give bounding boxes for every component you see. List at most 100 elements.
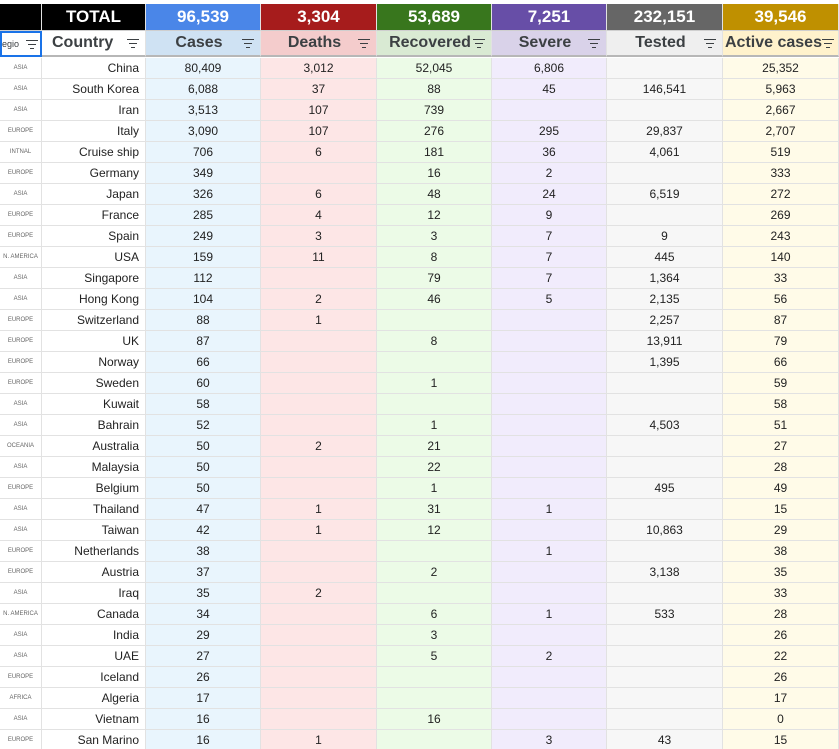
recovered-cell[interactable]: 276 <box>377 121 492 142</box>
region-cell[interactable]: ASIA <box>0 520 42 541</box>
cases-cell[interactable]: 37 <box>146 562 261 583</box>
severe-cell[interactable] <box>492 352 607 373</box>
tested-cell[interactable]: 13,911 <box>607 331 723 352</box>
cases-cell[interactable]: 66 <box>146 352 261 373</box>
active-header-cell[interactable]: Active cases <box>723 31 839 57</box>
severe-cell[interactable] <box>492 310 607 331</box>
active-cell[interactable]: 26 <box>723 667 839 688</box>
severe-cell[interactable] <box>492 667 607 688</box>
region-header-cell[interactable]: egio <box>0 31 42 57</box>
cases-cell[interactable]: 80,409 <box>146 58 261 79</box>
cases-cell[interactable]: 349 <box>146 163 261 184</box>
active-cell[interactable]: 243 <box>723 226 839 247</box>
country-cell[interactable]: China <box>42 58 146 79</box>
filter-icon[interactable] <box>473 38 485 48</box>
severe-cell[interactable] <box>492 625 607 646</box>
deaths-cell[interactable] <box>261 646 377 667</box>
active-cell[interactable]: 29 <box>723 520 839 541</box>
active-cell[interactable]: 15 <box>723 499 839 520</box>
severe-cell[interactable] <box>492 478 607 499</box>
severe-cell[interactable]: 1 <box>492 604 607 625</box>
active-cell[interactable]: 22 <box>723 646 839 667</box>
cases-cell[interactable]: 52 <box>146 415 261 436</box>
severe-header-cell[interactable]: Severe <box>492 31 607 57</box>
country-cell[interactable]: Germany <box>42 163 146 184</box>
country-cell[interactable]: Malaysia <box>42 457 146 478</box>
deaths-cell[interactable] <box>261 415 377 436</box>
recovered-cell[interactable] <box>377 310 492 331</box>
region-cell[interactable]: EUROPE <box>0 352 42 373</box>
cases-cell[interactable]: 60 <box>146 373 261 394</box>
recovered-cell[interactable]: 8 <box>377 247 492 268</box>
cases-cell[interactable]: 35 <box>146 583 261 604</box>
recovered-cell[interactable]: 88 <box>377 79 492 100</box>
region-cell[interactable]: EUROPE <box>0 667 42 688</box>
region-cell[interactable]: EUROPE <box>0 121 42 142</box>
deaths-cell[interactable] <box>261 562 377 583</box>
cases-cell[interactable]: 50 <box>146 457 261 478</box>
tested-cell[interactable] <box>607 646 723 667</box>
filter-icon[interactable] <box>26 39 38 49</box>
severe-cell[interactable] <box>492 100 607 121</box>
tested-cell[interactable]: 43 <box>607 730 723 749</box>
recovered-cell[interactable]: 181 <box>377 142 492 163</box>
recovered-cell[interactable]: 16 <box>377 163 492 184</box>
active-cell[interactable]: 333 <box>723 163 839 184</box>
recovered-header-cell[interactable]: Recovered <box>377 31 492 57</box>
active-cell[interactable]: 58 <box>723 394 839 415</box>
tested-cell[interactable]: 4,503 <box>607 415 723 436</box>
deaths-cell[interactable] <box>261 625 377 646</box>
country-cell[interactable]: Netherlands <box>42 541 146 562</box>
active-cell[interactable]: 79 <box>723 331 839 352</box>
total-deaths-cell[interactable]: 3,304 <box>261 4 377 31</box>
cases-header-cell[interactable]: Cases <box>146 31 261 57</box>
deaths-cell[interactable]: 6 <box>261 142 377 163</box>
active-cell[interactable]: 59 <box>723 373 839 394</box>
tested-cell[interactable] <box>607 205 723 226</box>
severe-cell[interactable]: 3 <box>492 730 607 749</box>
tested-cell[interactable]: 2,135 <box>607 289 723 310</box>
cases-cell[interactable]: 16 <box>146 730 261 749</box>
deaths-cell[interactable]: 37 <box>261 79 377 100</box>
recovered-cell[interactable]: 3 <box>377 625 492 646</box>
severe-cell[interactable]: 7 <box>492 247 607 268</box>
tested-cell[interactable] <box>607 100 723 121</box>
recovered-cell[interactable]: 21 <box>377 436 492 457</box>
active-cell[interactable]: 33 <box>723 268 839 289</box>
active-cell[interactable]: 26 <box>723 625 839 646</box>
region-cell[interactable]: ASIA <box>0 499 42 520</box>
country-cell[interactable]: Switzerland <box>42 310 146 331</box>
recovered-cell[interactable]: 1 <box>377 478 492 499</box>
cases-cell[interactable]: 34 <box>146 604 261 625</box>
recovered-cell[interactable]: 6 <box>377 604 492 625</box>
country-cell[interactable]: San Marino <box>42 730 146 749</box>
deaths-cell[interactable] <box>261 163 377 184</box>
deaths-cell[interactable] <box>261 688 377 709</box>
country-cell[interactable]: Taiwan <box>42 520 146 541</box>
tested-cell[interactable] <box>607 457 723 478</box>
deaths-cell[interactable]: 6 <box>261 184 377 205</box>
cases-cell[interactable]: 27 <box>146 646 261 667</box>
tested-cell[interactable]: 10,863 <box>607 520 723 541</box>
severe-cell[interactable] <box>492 688 607 709</box>
severe-cell[interactable] <box>492 373 607 394</box>
tested-cell[interactable] <box>607 436 723 457</box>
deaths-cell[interactable]: 3,012 <box>261 58 377 79</box>
active-cell[interactable]: 269 <box>723 205 839 226</box>
cases-cell[interactable]: 42 <box>146 520 261 541</box>
region-cell[interactable]: ASIA <box>0 268 42 289</box>
active-cell[interactable]: 66 <box>723 352 839 373</box>
severe-cell[interactable]: 6,806 <box>492 58 607 79</box>
recovered-cell[interactable]: 5 <box>377 646 492 667</box>
region-cell[interactable]: EUROPE <box>0 478 42 499</box>
tested-cell[interactable] <box>607 667 723 688</box>
tested-header-cell[interactable]: Tested <box>607 31 723 57</box>
active-cell[interactable]: 15 <box>723 730 839 749</box>
severe-cell[interactable]: 9 <box>492 205 607 226</box>
country-cell[interactable]: Hong Kong <box>42 289 146 310</box>
cases-cell[interactable]: 3,090 <box>146 121 261 142</box>
deaths-cell[interactable] <box>261 478 377 499</box>
tested-cell[interactable]: 2,257 <box>607 310 723 331</box>
tested-cell[interactable] <box>607 583 723 604</box>
deaths-cell[interactable] <box>261 352 377 373</box>
